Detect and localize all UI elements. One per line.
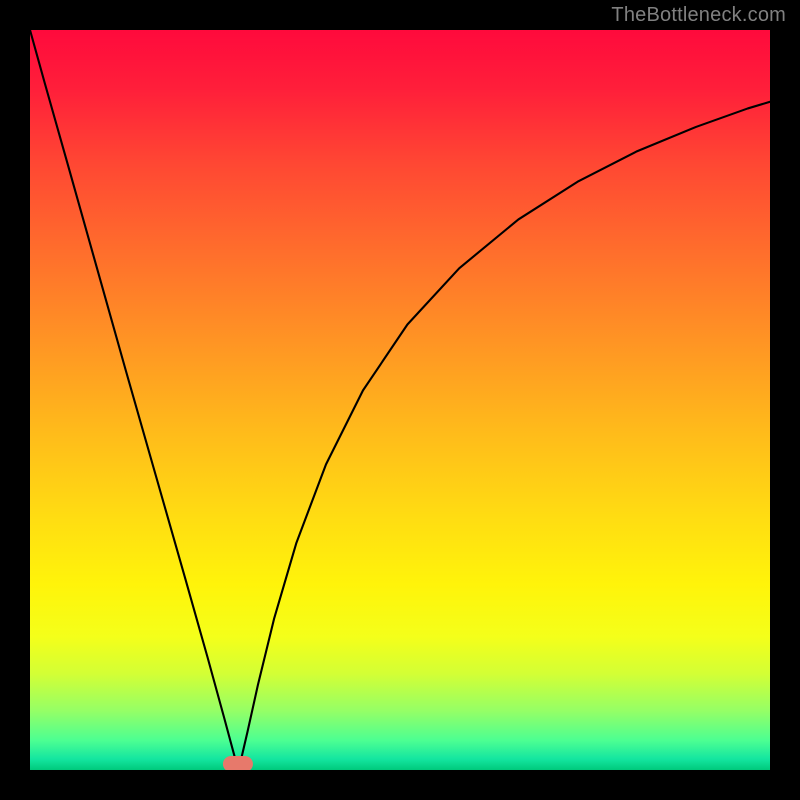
plot-area (30, 30, 770, 770)
gradient-background (30, 30, 770, 770)
plot-svg (30, 30, 770, 770)
chart-frame: TheBottleneck.com (0, 0, 800, 800)
watermark-text: TheBottleneck.com (611, 4, 786, 27)
optimum-marker (223, 756, 253, 770)
